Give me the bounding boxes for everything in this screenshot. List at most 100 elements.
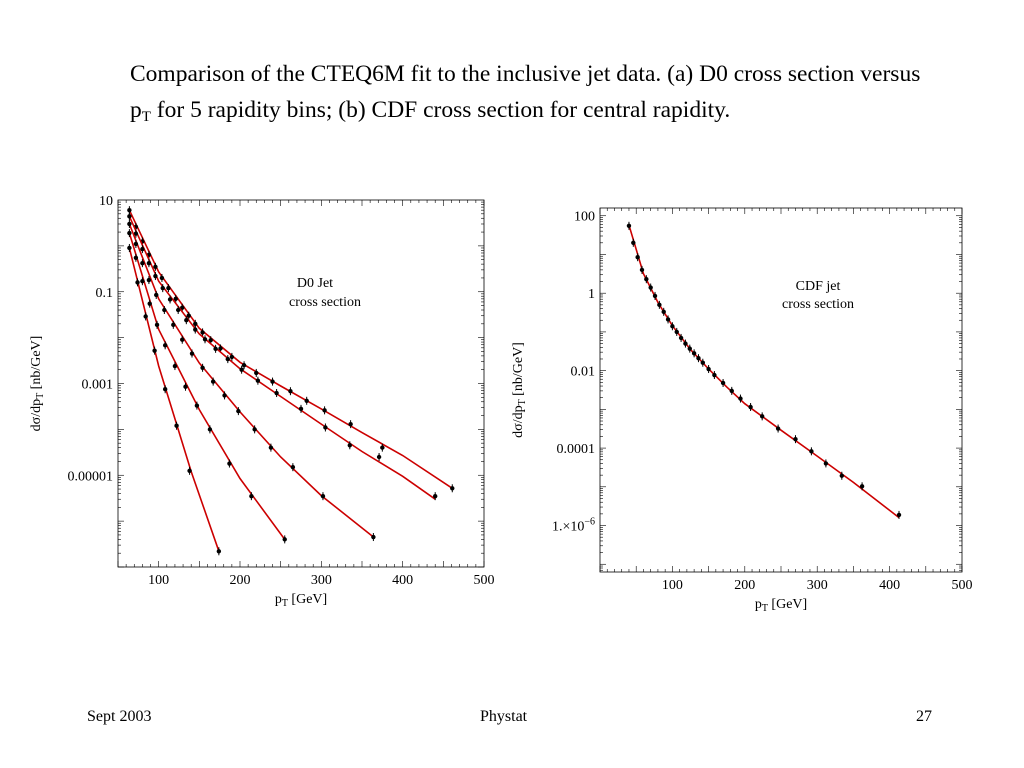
data-point (193, 327, 198, 332)
data-point (127, 207, 132, 213)
data-point (631, 240, 636, 246)
data-point (288, 388, 293, 394)
data-point (652, 293, 658, 299)
x-tick-label: 300 (311, 573, 332, 588)
y-tick-label: 0.1 (96, 286, 114, 301)
data-point (322, 408, 327, 413)
footer-date: Sept 2003 (87, 708, 152, 725)
data-point (696, 355, 701, 361)
y-axis-label: dσ/dpT [nb/GeV] (29, 336, 46, 432)
data-point (691, 351, 697, 356)
data-point (152, 348, 157, 353)
data-point (210, 379, 216, 384)
data-point (738, 396, 743, 401)
data-point (218, 346, 223, 351)
data-point (229, 354, 235, 360)
data-point (670, 324, 675, 329)
data-point (180, 305, 185, 310)
series-2 (127, 212, 438, 501)
data-point (236, 408, 241, 414)
plot-frame (117, 199, 485, 568)
data-point (160, 285, 165, 291)
data-point (135, 280, 140, 285)
chart-annotation: cross section (782, 297, 854, 312)
data-point (793, 436, 798, 442)
data-point (712, 372, 717, 378)
title-text-post: for 5 rapidity bins; (b) CDF cross secti… (150, 97, 731, 123)
data-point (202, 337, 208, 342)
data-point (147, 301, 152, 306)
data-point (193, 321, 198, 327)
data-point (222, 393, 227, 398)
data-point (167, 297, 173, 302)
data-point (133, 241, 139, 247)
data-point (133, 255, 139, 260)
data-point (180, 337, 185, 342)
x-tick-label: 400 (879, 578, 900, 593)
data-point (175, 307, 181, 313)
data-point (635, 255, 640, 260)
data-point (270, 379, 275, 384)
series-1 (626, 221, 902, 519)
data-point (140, 278, 145, 284)
data-point (162, 307, 167, 313)
data-point (208, 337, 213, 343)
data-point (748, 404, 753, 410)
data-point (159, 275, 165, 281)
data-point (759, 414, 765, 419)
data-point (241, 363, 247, 368)
x-tick-label: 200 (734, 578, 755, 593)
data-point (143, 314, 148, 319)
data-point (255, 378, 261, 383)
data-point (268, 445, 274, 450)
d0-jet-chart: 100 200 300 400 500 10 0.1 0.001 0.00001 pT [GeV]… (29, 194, 495, 609)
fit-line (128, 216, 436, 500)
data-point (380, 445, 385, 450)
data-point (304, 398, 309, 403)
data-point (186, 313, 191, 318)
x-axis-label: pT [GeV] (275, 592, 327, 609)
data-point (657, 302, 662, 308)
fit-line (628, 224, 900, 519)
data-point (639, 267, 645, 273)
data-point (323, 425, 328, 430)
data-point (140, 260, 145, 266)
data-point (823, 461, 829, 466)
data-point (216, 549, 222, 554)
data-point (249, 493, 254, 499)
fit-line (128, 232, 286, 540)
data-point (648, 285, 653, 290)
series-3 (127, 219, 376, 542)
data-point (200, 365, 205, 370)
fit-line (128, 223, 374, 538)
data-point (225, 356, 230, 362)
data-point (683, 341, 688, 346)
y-axis-label: dσ/dpT [nb/GeV] (511, 342, 528, 438)
data-point (127, 214, 132, 219)
data-point (127, 221, 132, 227)
y-tick-label: 100 (574, 210, 595, 225)
slide-title: Comparison of the CTEQ6M fit to the incl… (130, 56, 930, 128)
y-tick-label: 1 (588, 287, 595, 302)
fit-line (128, 247, 220, 552)
data-point (450, 486, 455, 491)
title-text-pre: Comparison of the CTEQ6M fit to the incl… (130, 61, 921, 123)
data-point (348, 421, 353, 427)
data-point (213, 346, 218, 352)
title-text-sub: T (141, 109, 151, 125)
data-point (290, 464, 296, 470)
chart-annotation: cross section (289, 295, 361, 310)
x-tick-label: 500 (474, 573, 495, 588)
data-point (184, 317, 189, 323)
data-point (896, 512, 902, 518)
data-point (200, 330, 205, 335)
data-point (133, 231, 139, 236)
data-point (127, 245, 132, 251)
x-tick-label: 100 (662, 578, 683, 593)
data-point (187, 468, 192, 474)
data-point (127, 230, 132, 236)
data-point (171, 322, 176, 328)
data-point (153, 273, 158, 279)
series-4 (127, 229, 287, 544)
data-point (174, 423, 179, 428)
